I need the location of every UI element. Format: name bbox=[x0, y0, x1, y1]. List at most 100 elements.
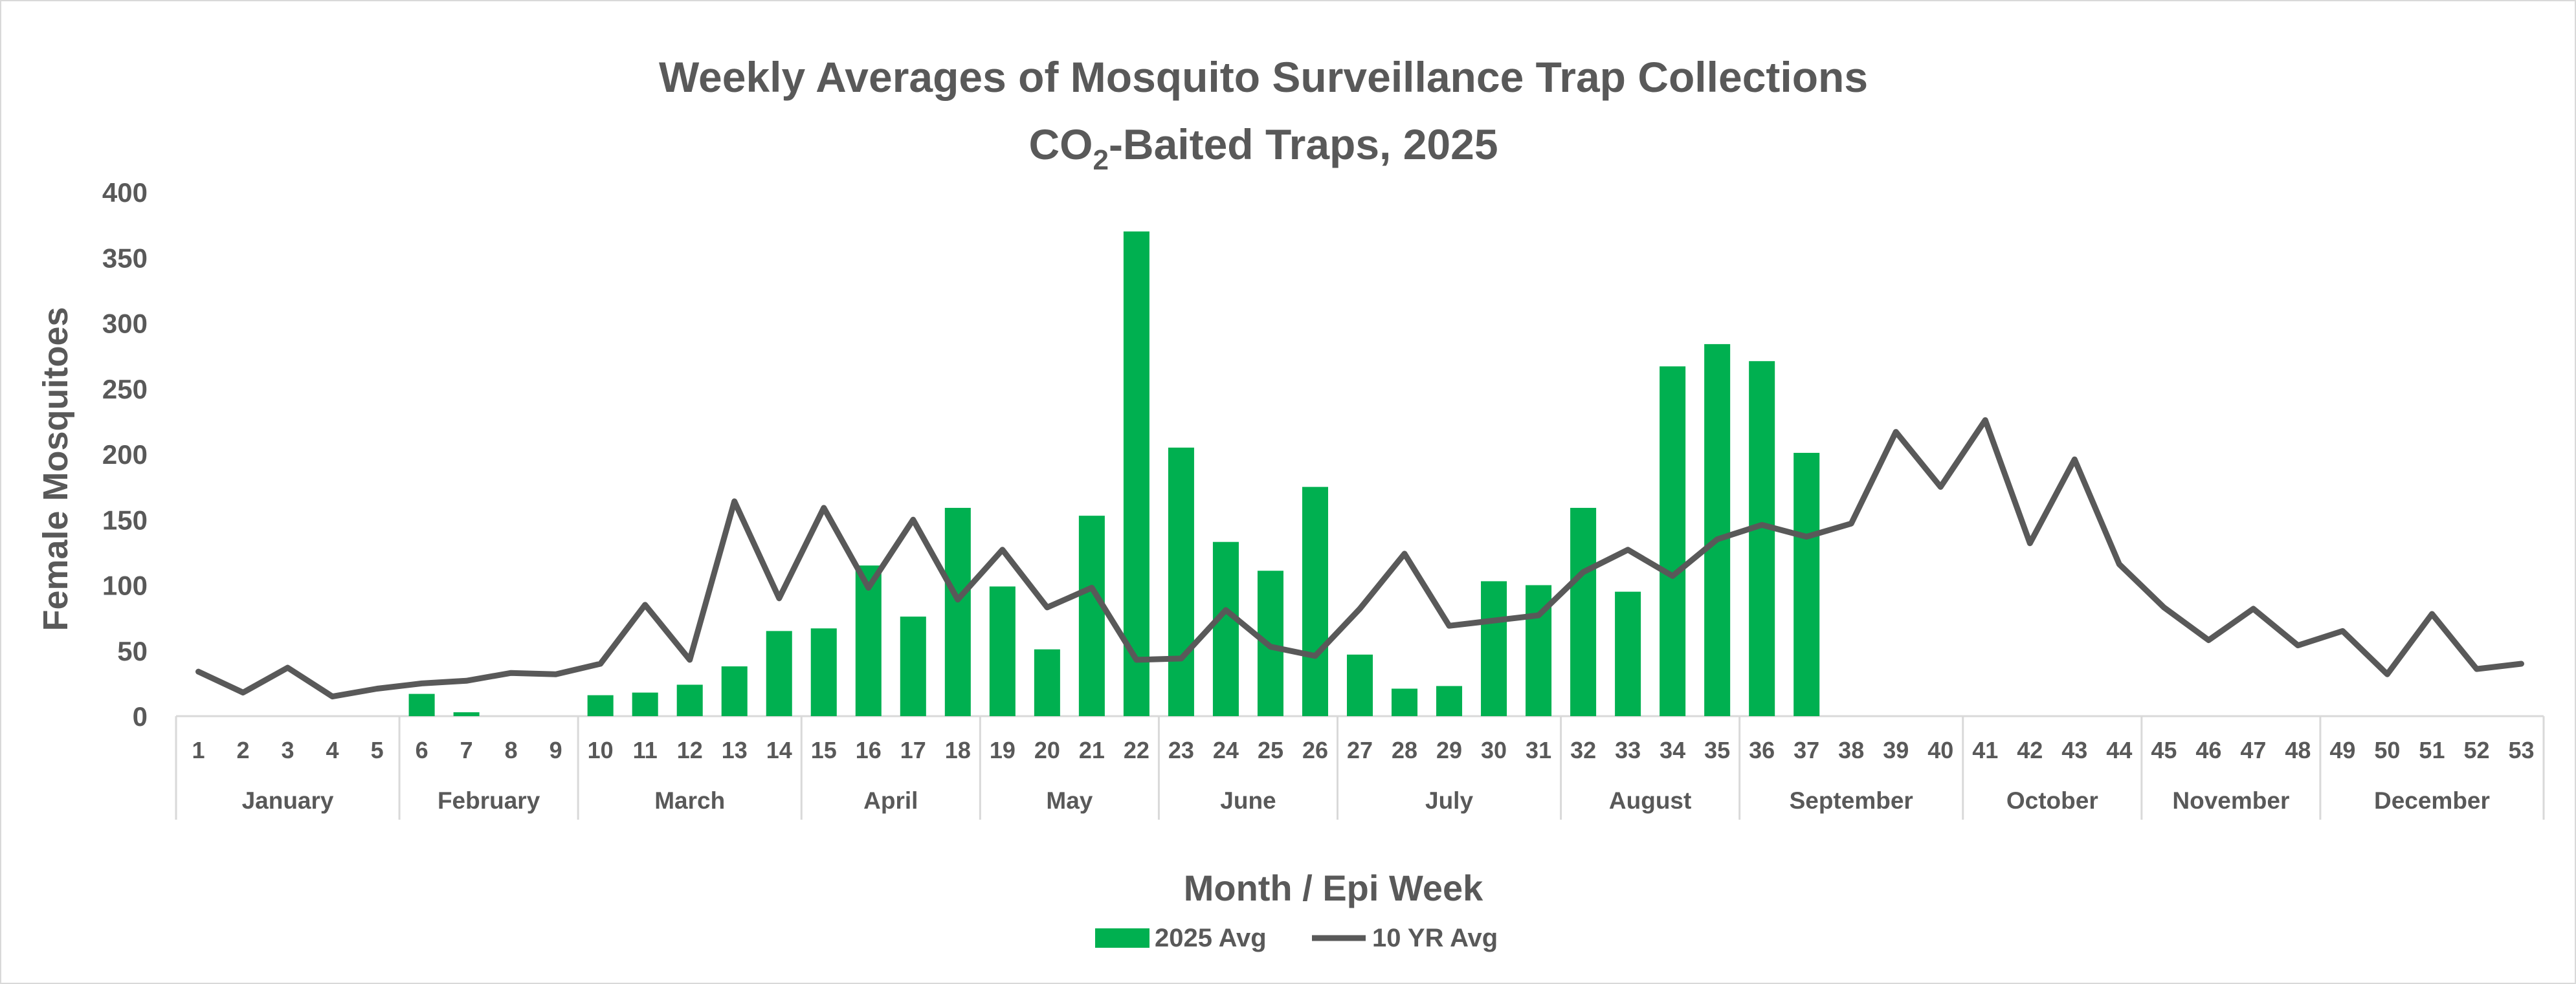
week-label: 1 bbox=[192, 737, 205, 763]
bar-week-13 bbox=[721, 666, 748, 716]
bar-week-7 bbox=[453, 712, 480, 716]
y-tick-label: 200 bbox=[102, 439, 148, 470]
y-tick-label: 350 bbox=[102, 243, 148, 273]
bar-week-28 bbox=[1392, 688, 1418, 716]
week-label: 43 bbox=[2061, 737, 2087, 763]
bar-week-27 bbox=[1346, 654, 1373, 716]
bar-week-17 bbox=[900, 617, 926, 716]
title-co-prefix: CO bbox=[1028, 120, 1093, 168]
bar-week-26 bbox=[1302, 487, 1328, 716]
chart-title-line1: Weekly Averages of Mosquito Surveillance… bbox=[659, 53, 1868, 101]
y-tick-label: 100 bbox=[102, 571, 148, 601]
week-label: 31 bbox=[1526, 737, 1551, 763]
week-label: 20 bbox=[1034, 737, 1060, 763]
bar-week-33 bbox=[1615, 591, 1641, 716]
week-label: 6 bbox=[416, 737, 428, 763]
bar-week-32 bbox=[1570, 508, 1597, 716]
title-suffix: -Baited Traps, 2025 bbox=[1109, 120, 1498, 168]
x-axis-title: Month / Epi Week bbox=[1184, 868, 1483, 908]
week-label: 11 bbox=[633, 737, 658, 763]
month-label: May bbox=[1046, 787, 1093, 814]
month-label: April bbox=[863, 787, 918, 814]
y-tick-label: 300 bbox=[102, 309, 148, 339]
title-subscript: 2 bbox=[1093, 144, 1108, 176]
week-label: 12 bbox=[677, 737, 703, 763]
bar-week-18 bbox=[944, 508, 971, 716]
week-label: 5 bbox=[371, 737, 384, 763]
week-label: 42 bbox=[2017, 737, 2043, 763]
week-label: 24 bbox=[1213, 737, 1239, 763]
week-label: 27 bbox=[1347, 737, 1373, 763]
x-axis-month-labels: January February March April May June July Augu… bbox=[242, 787, 2490, 814]
month-label: June bbox=[1220, 787, 1276, 814]
week-label: 39 bbox=[1883, 737, 1909, 763]
week-label: 30 bbox=[1481, 737, 1507, 763]
bar-week-21 bbox=[1078, 516, 1105, 716]
week-label: 40 bbox=[1927, 737, 1953, 763]
legend-bar-swatch bbox=[1095, 928, 1149, 948]
bar-series-2025 bbox=[408, 231, 1820, 716]
week-label: 23 bbox=[1168, 737, 1194, 763]
bar-week-12 bbox=[676, 684, 703, 716]
bar-week-35 bbox=[1704, 344, 1731, 716]
x-axis-week-labels: 1 2 3 4 5 6 7 8 9 10 11 12 13 14 15 16 17 18 19 20 21 22 23 24 2… bbox=[192, 737, 2534, 763]
week-label: 15 bbox=[811, 737, 837, 763]
week-label: 16 bbox=[856, 737, 882, 763]
week-label: 38 bbox=[1838, 737, 1864, 763]
month-label: December bbox=[2374, 787, 2490, 814]
week-label: 28 bbox=[1392, 737, 1417, 763]
bar-week-11 bbox=[632, 692, 658, 716]
week-label: 51 bbox=[2419, 737, 2445, 763]
bar-week-37 bbox=[1793, 452, 1820, 716]
bar-week-15 bbox=[810, 628, 837, 716]
week-label: 50 bbox=[2374, 737, 2400, 763]
legend-label-2025: 2025 Avg bbox=[1155, 924, 1267, 952]
legend-label-10yr: 10 YR Avg bbox=[1372, 924, 1498, 952]
week-label: 33 bbox=[1615, 737, 1641, 763]
week-label: 35 bbox=[1704, 737, 1730, 763]
week-label: 53 bbox=[2508, 737, 2534, 763]
week-label: 34 bbox=[1660, 737, 1685, 763]
week-label: 10 bbox=[588, 737, 614, 763]
bar-week-20 bbox=[1034, 649, 1060, 716]
bar-week-30 bbox=[1481, 581, 1507, 716]
week-label: 41 bbox=[1972, 737, 1998, 763]
week-label: 32 bbox=[1570, 737, 1596, 763]
week-label: 7 bbox=[460, 737, 473, 763]
y-tick-label: 50 bbox=[117, 636, 148, 666]
week-label: 17 bbox=[900, 737, 926, 763]
week-label: 44 bbox=[2106, 737, 2132, 763]
month-label: August bbox=[1609, 787, 1691, 814]
bar-week-19 bbox=[989, 586, 1016, 716]
week-label: 26 bbox=[1302, 737, 1328, 763]
bar-week-6 bbox=[408, 694, 435, 716]
week-label: 3 bbox=[282, 737, 294, 763]
month-label: November bbox=[2172, 787, 2289, 814]
y-tick-label: 0 bbox=[133, 701, 148, 732]
week-label: 19 bbox=[990, 737, 1016, 763]
bar-week-34 bbox=[1660, 366, 1686, 716]
month-label: July bbox=[1425, 787, 1473, 814]
y-tick-label: 150 bbox=[102, 505, 148, 535]
bar-week-22 bbox=[1123, 231, 1149, 716]
week-label: 36 bbox=[1749, 737, 1775, 763]
week-label: 29 bbox=[1436, 737, 1462, 763]
bar-week-14 bbox=[766, 631, 792, 716]
week-label: 8 bbox=[505, 737, 518, 763]
week-label: 45 bbox=[2151, 737, 2177, 763]
y-axis-title: Female Mosquitoes bbox=[36, 307, 75, 631]
week-label: 46 bbox=[2195, 737, 2221, 763]
week-label: 14 bbox=[766, 737, 792, 763]
y-tick-label: 250 bbox=[102, 374, 148, 404]
week-label: 22 bbox=[1124, 737, 1149, 763]
y-axis-ticks: 0 50 100 150 200 250 300 350 400 bbox=[102, 177, 148, 732]
y-tick-label: 400 bbox=[102, 177, 148, 208]
bar-week-24 bbox=[1212, 541, 1239, 716]
month-label: September bbox=[1790, 787, 1913, 814]
week-label: 2 bbox=[237, 737, 250, 763]
line-series-10yr bbox=[195, 417, 2524, 700]
week-label: 52 bbox=[2463, 737, 2489, 763]
week-label: 48 bbox=[2285, 737, 2311, 763]
